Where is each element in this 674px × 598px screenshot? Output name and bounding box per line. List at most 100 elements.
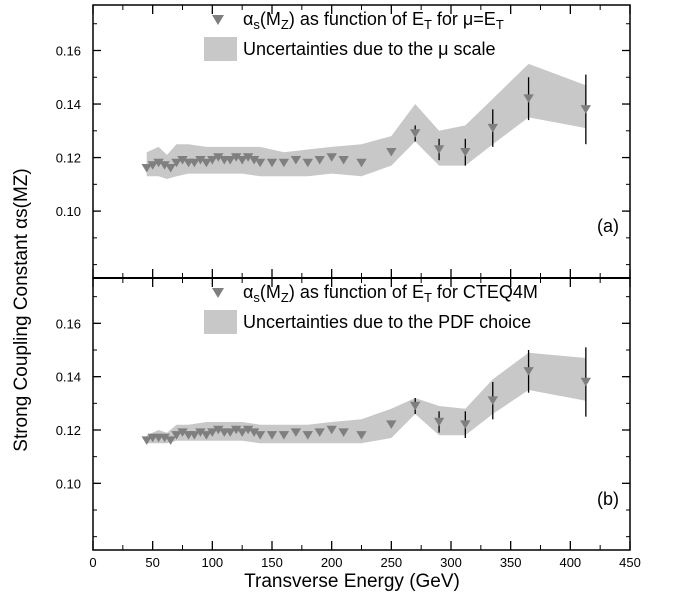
data-point (231, 153, 242, 162)
data-point (225, 428, 236, 437)
uncertainty-band-b (146, 352, 586, 444)
data-point (338, 156, 349, 165)
y-tick-label: 0.14 (56, 370, 81, 385)
data-point (141, 164, 152, 173)
data-point (195, 428, 206, 437)
data-point (460, 420, 471, 429)
legend-label-band: Uncertainties due to the PDF choice (243, 312, 531, 332)
data-point (278, 158, 290, 168)
x-tick-label: 350 (500, 555, 522, 570)
data-point (386, 148, 397, 157)
y-tick-label: 0.12 (56, 151, 81, 166)
x-tick-label: 400 (559, 555, 581, 570)
y-tick-label: 0.10 (56, 476, 81, 491)
legend-label-band: Uncertainties due to the μ scale (243, 39, 496, 59)
panel-a: 0.10 0.12 0.14 0.16 (a) αs(MZ) as function of… (56, 4, 631, 279)
legend-band-swatch (204, 37, 237, 61)
data-point (242, 153, 254, 162)
data-point (213, 425, 224, 435)
data-point (231, 425, 242, 435)
data-point (201, 158, 212, 168)
y-axis-label: Strong Coupling Constant αs(MZ) (11, 168, 32, 451)
x-tick-label: 0 (89, 555, 96, 570)
x-tick-label: 450 (619, 555, 641, 570)
data-point (177, 428, 188, 437)
data-point (290, 156, 302, 165)
uncertainty-band-a (146, 63, 586, 179)
data-point (248, 156, 260, 165)
data-point (248, 428, 260, 437)
panel-b: 0.10 0.12 0.14 0.16 (b) αs(MZ) as function of… (56, 277, 631, 551)
panel-label-b: (b) (597, 489, 619, 509)
data-point (326, 153, 337, 162)
data-point (290, 428, 302, 437)
data-point (523, 94, 534, 103)
data-point (487, 123, 498, 133)
data-point (195, 156, 206, 165)
data-point (254, 158, 266, 168)
y-tick-label: 0.16 (56, 316, 81, 331)
legend-marker-swatch (212, 15, 224, 25)
data-point (159, 161, 170, 170)
data-point (523, 367, 534, 376)
data-point (153, 158, 164, 168)
x-tick-label: 300 (440, 555, 462, 570)
data-point (356, 158, 367, 168)
data-point (386, 420, 397, 429)
x-tick-label: 50 (145, 555, 159, 570)
data-point (314, 156, 325, 165)
data-point (302, 431, 313, 440)
data-point (254, 431, 266, 440)
y-tick-label: 0.16 (56, 44, 81, 59)
legend-label-marker: αs(MZ) as function of ET for μ=ET (243, 9, 504, 32)
data-point (189, 158, 200, 168)
legend-label-marker: αs(MZ) as function of ET for CTEQ4M (243, 282, 538, 305)
x-tick-label: 200 (321, 555, 343, 570)
x-tick-label: 150 (261, 555, 283, 570)
x-axis: 0 50 100 150 200 250 300 350 400 450 (89, 5, 641, 570)
data-point (165, 436, 176, 445)
data-point (165, 164, 176, 173)
data-point (207, 428, 218, 437)
x-tick-label: 100 (201, 555, 223, 570)
data-point (433, 417, 445, 427)
y-tick-label: 0.12 (56, 423, 81, 438)
y-tick-label: 0.10 (56, 204, 81, 219)
data-point (141, 436, 152, 445)
legend-marker-swatch (212, 288, 224, 298)
data-point (326, 425, 337, 435)
data-point (580, 377, 591, 387)
data-point (147, 161, 158, 170)
data-point (302, 158, 313, 168)
data-point (177, 156, 188, 165)
data-point (266, 431, 278, 440)
data-point (314, 428, 325, 437)
data-point (171, 431, 182, 440)
data-point (237, 428, 248, 437)
legend-band-swatch (204, 310, 237, 334)
data-point (433, 145, 445, 154)
data-point (356, 431, 367, 440)
data-point (410, 129, 421, 138)
data-point (189, 431, 200, 440)
data-point (207, 156, 218, 165)
data-point (237, 156, 248, 165)
data-point (159, 433, 170, 443)
data-point (242, 425, 254, 435)
x-tick-label: 250 (380, 555, 402, 570)
data-point (213, 153, 224, 162)
data-point (460, 148, 471, 157)
panel-label-a: (a) (597, 216, 619, 236)
data-point (171, 158, 182, 168)
data-point (338, 428, 349, 437)
data-point (487, 396, 498, 405)
data-point (580, 105, 591, 114)
data-point (201, 431, 212, 440)
data-point (266, 158, 278, 168)
data-point (225, 156, 236, 165)
x-axis-label: Transverse Energy (GeV) (244, 571, 460, 592)
y-tick-label: 0.14 (56, 97, 81, 112)
data-point (278, 431, 290, 440)
data-point (410, 401, 421, 411)
